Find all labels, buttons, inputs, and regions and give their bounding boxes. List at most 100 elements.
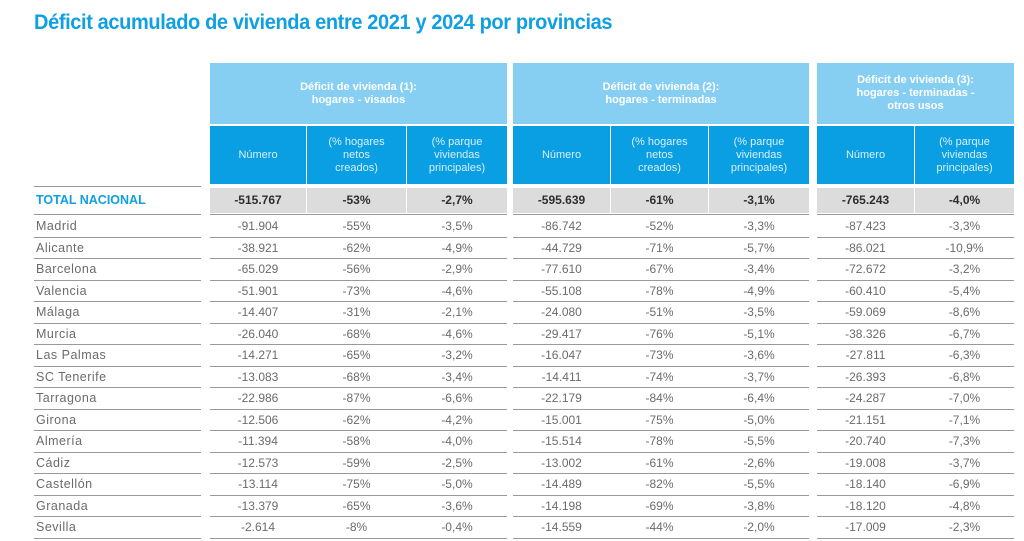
table-cell-value: -3,4% [743, 262, 775, 276]
table-cell-value: -22.179 [541, 391, 582, 405]
page-title: Déficit acumulado de vivienda entre 2021… [34, 10, 613, 34]
row-divider [817, 323, 1014, 324]
table-cell-value: -44% [645, 520, 674, 534]
table-cell-value: -71% [645, 240, 674, 255]
table-cell-value: -2,6% [743, 455, 775, 470]
table-cell-value: -51.901 [237, 283, 279, 298]
row-divider [513, 452, 809, 453]
table-cell-value: -26.040 [237, 326, 279, 341]
column-header-label: Número [238, 148, 278, 161]
table-cell-value: -86.021 [845, 240, 886, 255]
group-header-label: Déficit de vivienda (2): hogares - termin… [602, 80, 720, 106]
table-cell-value: -13.002 [541, 455, 582, 470]
table-cell-value: -61% [645, 455, 674, 470]
group-header: Déficit de vivienda (1): hogares - visado… [210, 63, 507, 124]
table-cell-value: -75% [645, 412, 674, 427]
row-divider [34, 186, 201, 187]
row-divider [513, 473, 809, 474]
table-cell-value: -2,3% [948, 520, 981, 534]
row-divider [817, 366, 1014, 367]
table-cell-value: -5,7% [743, 240, 775, 255]
table-cell-value: -76% [645, 326, 674, 341]
province-name: Cádiz [36, 455, 71, 470]
row-divider [817, 258, 1014, 259]
total-row-value: -3,1% [743, 193, 775, 207]
table-cell-value: -3,7% [743, 369, 775, 384]
row-divider [210, 387, 507, 388]
total-row-bg [611, 188, 708, 213]
total-row-value: -4,0% [948, 193, 981, 207]
table-cell-value: -12.573 [237, 455, 279, 470]
table-cell-value: -4,8% [948, 498, 981, 513]
table-cell-value: -82% [645, 477, 674, 491]
row-divider [210, 237, 507, 238]
table-cell-value: -14.489 [541, 477, 582, 491]
table-cell-value: -55.108 [541, 283, 582, 298]
row-divider [210, 538, 507, 539]
row-divider [210, 301, 507, 302]
table-cell-value: -6,7% [948, 326, 981, 341]
table-cell-value: -19.008 [845, 455, 886, 470]
province-name: Granada [36, 498, 89, 513]
total-row-bg [915, 188, 1014, 213]
table-cell-value: -16.047 [541, 348, 582, 362]
province-name: Madrid [36, 219, 78, 233]
row-divider [513, 214, 809, 215]
table-cell-value: -38.326 [845, 326, 886, 341]
table-cell-value: -4,6% [441, 326, 473, 341]
row-divider [817, 344, 1014, 345]
row-divider [210, 430, 507, 431]
table-cell-value: -67% [645, 262, 674, 276]
row-divider [817, 495, 1014, 496]
table-cell-value: -78% [645, 283, 674, 298]
row-divider [210, 409, 507, 410]
table-cell-value: -74% [645, 369, 674, 384]
row-divider [34, 538, 201, 539]
table-cell-value: -18.140 [845, 477, 886, 491]
province-name: Alicante [36, 240, 85, 255]
total-row-value: -61% [645, 193, 674, 207]
total-row-value: -595.639 [537, 193, 586, 207]
table-cell-value: -5,5% [743, 434, 775, 448]
province-name: Sevilla [36, 520, 77, 534]
total-row-value: -765.243 [841, 193, 890, 207]
table-cell-value: -0,4% [441, 520, 473, 534]
table-cell-value: -86.742 [541, 219, 582, 233]
group-header: Déficit de vivienda (2): hogares - termin… [513, 63, 809, 124]
column-header-label: (% hogares netos creados) [631, 135, 688, 174]
table-cell-value: -72.672 [845, 262, 886, 276]
row-divider [34, 516, 201, 517]
province-name: Castellón [36, 477, 93, 491]
column-header: Número [210, 126, 306, 184]
total-row-bg [307, 188, 406, 213]
total-row-bg [210, 188, 306, 213]
table-cell-value: -27.811 [845, 348, 886, 362]
table-cell-value: -6,8% [948, 369, 981, 384]
row-divider [817, 430, 1014, 431]
row-divider [210, 452, 507, 453]
row-divider [513, 323, 809, 324]
table-cell-value: -15.514 [541, 434, 582, 448]
table-cell-value: -6,9% [948, 477, 981, 491]
table-cell-value: -65.029 [237, 262, 279, 276]
table-cell-value: -58% [342, 434, 371, 448]
table-cell-value: -62% [342, 412, 371, 427]
province-name: Las Palmas [36, 348, 107, 362]
table-cell-value: -73% [645, 348, 674, 362]
province-name: Murcia [36, 326, 77, 341]
total-row-bg [817, 188, 914, 213]
table-cell-value: -69% [645, 498, 674, 513]
group-header-label: Déficit de vivienda (3): hogares - termin… [856, 74, 975, 112]
table-cell-value: -65% [342, 348, 371, 362]
column-header-label: Número [541, 148, 582, 161]
table-cell-value: -3,5% [743, 305, 775, 319]
total-row-label: TOTAL NACIONAL [36, 193, 146, 207]
row-divider [34, 323, 201, 324]
row-divider [34, 430, 201, 431]
column-header: (% parque viviendas principales) [915, 126, 1014, 184]
row-divider [34, 495, 201, 496]
table-cell-value: -13.083 [237, 369, 279, 384]
table-cell-value: -4,0% [441, 434, 473, 448]
table-cell-value: -6,4% [743, 391, 775, 405]
table-cell-value: -14.407 [237, 305, 279, 319]
